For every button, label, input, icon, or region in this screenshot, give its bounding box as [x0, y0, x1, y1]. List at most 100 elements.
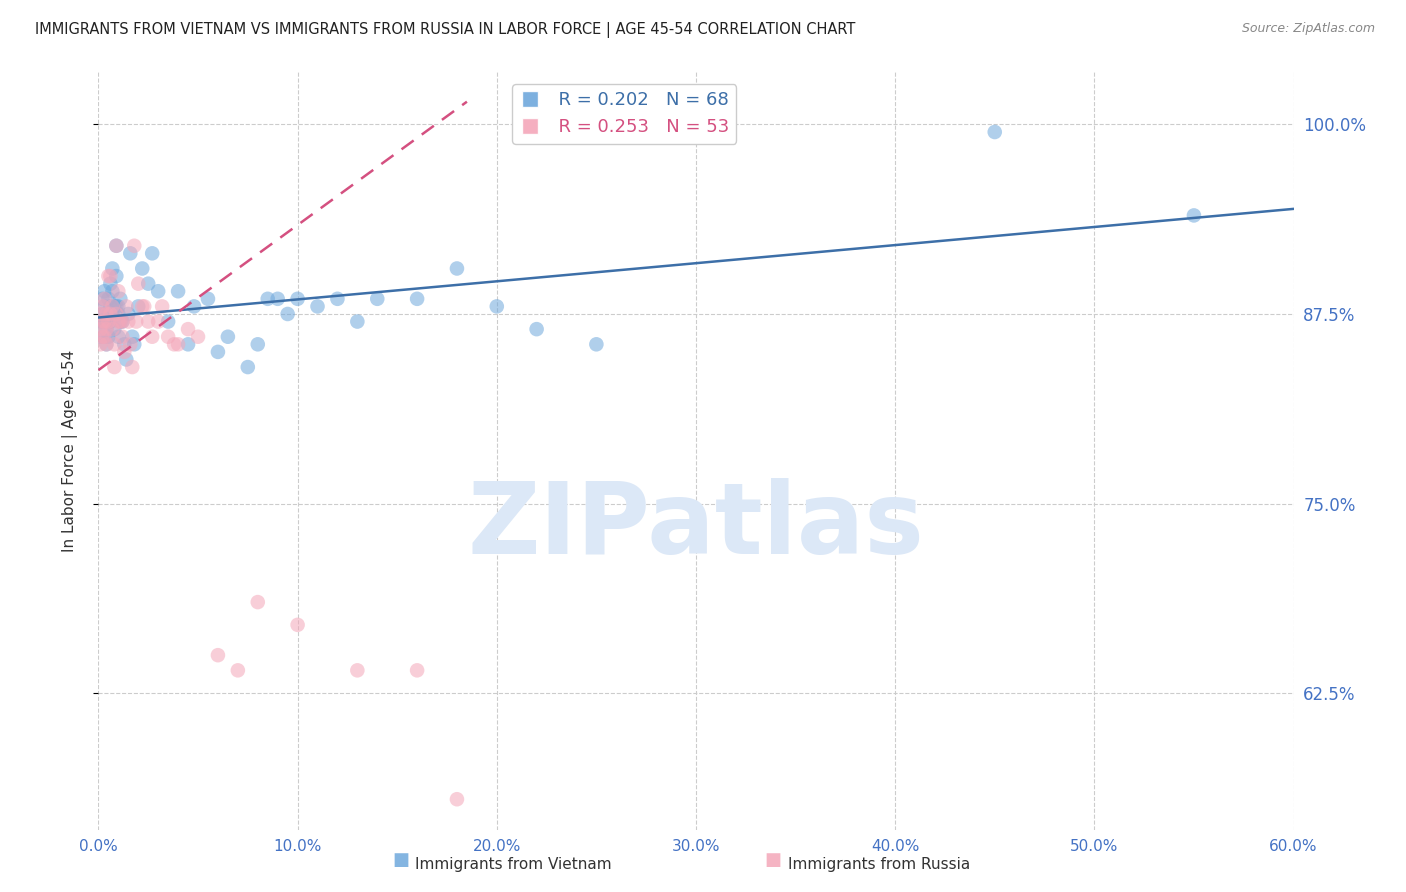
Legend:   R = 0.202   N = 68,   R = 0.253   N = 53: R = 0.202 N = 68, R = 0.253 N = 53	[512, 84, 737, 144]
Point	[1182, 209, 1205, 223]
Point	[107, 285, 129, 299]
Text: ■: ■	[765, 851, 782, 869]
Point	[406, 664, 429, 678]
Point	[346, 315, 368, 329]
Point	[89, 322, 111, 336]
Point	[89, 337, 111, 351]
Point	[89, 307, 111, 321]
Point	[526, 322, 548, 336]
Point	[111, 315, 134, 329]
Point	[93, 315, 115, 329]
Point	[115, 300, 138, 314]
Point	[136, 277, 159, 291]
Point	[101, 261, 124, 276]
Point	[187, 330, 209, 344]
Point	[93, 285, 115, 299]
Point	[277, 307, 299, 321]
Point	[307, 300, 329, 314]
Point	[93, 330, 115, 344]
Point	[97, 330, 120, 344]
Point	[585, 337, 607, 351]
Point	[125, 315, 148, 329]
Point	[177, 337, 200, 351]
Point	[110, 315, 132, 329]
Point	[183, 300, 205, 314]
Point	[406, 292, 429, 306]
Text: Source: ZipAtlas.com: Source: ZipAtlas.com	[1241, 22, 1375, 36]
Point	[97, 315, 120, 329]
Point	[148, 285, 170, 299]
Point	[366, 292, 388, 306]
Point	[93, 300, 115, 314]
Point	[110, 315, 132, 329]
Point	[101, 307, 124, 321]
Point	[110, 292, 132, 306]
Point	[124, 238, 146, 252]
Point	[98, 315, 122, 329]
Point	[115, 352, 138, 367]
Point	[107, 300, 129, 314]
Point	[117, 307, 139, 321]
Point	[91, 315, 114, 329]
Point	[93, 330, 115, 344]
Point	[446, 261, 468, 276]
Point	[91, 330, 114, 344]
Point	[124, 337, 146, 351]
Point	[97, 269, 120, 284]
Point	[120, 246, 142, 260]
Point	[121, 359, 143, 375]
Point	[446, 792, 468, 806]
Point	[96, 337, 118, 351]
Point	[120, 337, 142, 351]
Point	[105, 300, 128, 314]
Point	[207, 344, 229, 359]
Point	[96, 337, 118, 351]
Y-axis label: In Labor Force | Age 45-54: In Labor Force | Age 45-54	[62, 350, 77, 551]
Point	[101, 300, 124, 314]
Point	[98, 269, 122, 284]
Point	[117, 315, 139, 329]
Point	[93, 315, 115, 329]
Point	[141, 246, 163, 260]
Point	[984, 125, 1007, 139]
Point	[127, 277, 149, 291]
Point	[98, 300, 122, 314]
Text: ■: ■	[392, 851, 409, 869]
Point	[96, 322, 118, 336]
Point	[103, 322, 125, 336]
Point	[103, 359, 125, 375]
Point	[97, 292, 120, 306]
Text: Immigrants from Vietnam: Immigrants from Vietnam	[415, 857, 612, 872]
Point	[93, 292, 115, 306]
Point	[134, 300, 156, 314]
Point	[112, 344, 135, 359]
Point	[167, 285, 190, 299]
Point	[226, 664, 249, 678]
Point	[89, 330, 111, 344]
Point	[105, 269, 128, 284]
Point	[485, 300, 508, 314]
Point	[97, 307, 120, 321]
Point	[150, 300, 173, 314]
Point	[148, 315, 170, 329]
Point	[346, 664, 368, 678]
Point	[98, 307, 122, 321]
Point	[107, 315, 129, 329]
Point	[246, 337, 269, 351]
Point	[217, 330, 239, 344]
Point	[105, 238, 128, 252]
Point	[103, 300, 125, 314]
Point	[89, 315, 111, 329]
Point	[111, 315, 134, 329]
Point	[287, 617, 309, 632]
Point	[107, 330, 129, 344]
Point	[207, 648, 229, 663]
Point	[127, 300, 149, 314]
Point	[91, 315, 114, 329]
Point	[105, 238, 128, 252]
Point	[101, 322, 124, 336]
Point	[267, 292, 290, 306]
Point	[163, 337, 186, 351]
Point	[157, 315, 180, 329]
Point	[105, 307, 128, 321]
